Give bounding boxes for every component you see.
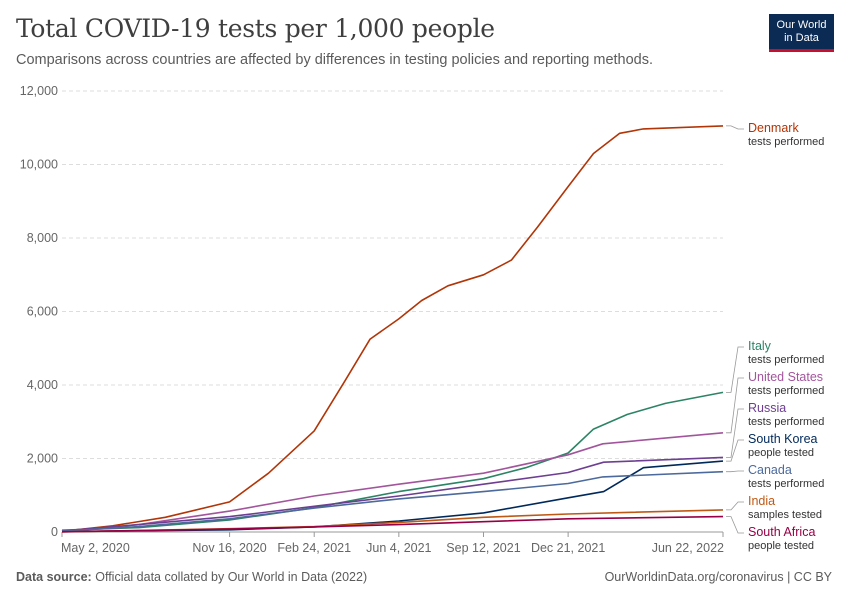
series-unit-label: tests performed bbox=[748, 354, 824, 366]
x-tick-label: Jun 22, 2022 bbox=[652, 541, 724, 555]
chart-subtitle: Comparisons across countries are affecte… bbox=[16, 52, 654, 68]
series-label-connector bbox=[726, 408, 744, 458]
series-label-connector bbox=[726, 501, 744, 511]
series-line bbox=[61, 432, 724, 533]
series-line bbox=[61, 456, 724, 532]
series-label: United States bbox=[748, 370, 823, 384]
data-source-text: Official data collated by Our World in D… bbox=[95, 570, 368, 584]
series-unit-label: tests performed bbox=[748, 136, 824, 148]
y-tick-label: 4,000 bbox=[27, 378, 58, 392]
series-label-connector bbox=[726, 470, 744, 473]
series-unit-label: people tested bbox=[748, 540, 814, 552]
y-tick-label: 12,000 bbox=[20, 84, 58, 98]
series-unit-label: tests performed bbox=[748, 385, 824, 397]
series-label: Italy bbox=[748, 339, 772, 353]
series-line bbox=[61, 125, 724, 533]
chart-title: Total COVID-19 tests per 1,000 people bbox=[16, 14, 495, 43]
x-tick-label: May 2, 2020 bbox=[61, 541, 130, 555]
series-label-connector bbox=[726, 377, 744, 434]
series-unit-label: people tested bbox=[748, 447, 814, 459]
series-unit-label: tests performed bbox=[748, 416, 824, 428]
series-line bbox=[61, 515, 724, 533]
license-link[interactable]: | CC BY bbox=[787, 570, 832, 584]
y-tick-label: 8,000 bbox=[27, 231, 58, 245]
x-tick-label: Jun 4, 2021 bbox=[366, 541, 431, 555]
data-source-label: Data source: bbox=[16, 570, 92, 584]
series-unit-label: tests performed bbox=[748, 478, 824, 490]
series-line bbox=[61, 470, 724, 533]
series-label-connector bbox=[726, 125, 744, 130]
series-label: South Africa bbox=[748, 525, 815, 539]
series-label: Canada bbox=[748, 463, 792, 477]
series-label-connector bbox=[726, 439, 744, 462]
series-line bbox=[61, 391, 724, 531]
series-label: India bbox=[748, 494, 775, 508]
x-tick-label: Feb 24, 2021 bbox=[277, 541, 351, 555]
x-tick-label: Dec 21, 2021 bbox=[531, 541, 605, 555]
series-label-connector bbox=[726, 516, 744, 534]
y-tick-label: 6,000 bbox=[27, 305, 58, 319]
series-label: South Korea bbox=[748, 432, 818, 446]
logo-line-2: in Data bbox=[784, 31, 819, 44]
y-tick-label: 2,000 bbox=[27, 452, 58, 466]
coronavirus-link[interactable]: OurWorldinData.org/coronavirus bbox=[604, 570, 784, 584]
y-tick-label: 10,000 bbox=[20, 158, 58, 172]
x-tick-label: Sep 12, 2021 bbox=[446, 541, 520, 555]
series-label: Denmark bbox=[748, 121, 799, 135]
series-label: Russia bbox=[748, 401, 786, 415]
series-unit-label: samples tested bbox=[748, 509, 822, 521]
owid-logo[interactable]: Our World in Data bbox=[769, 14, 834, 52]
x-tick-label: Nov 16, 2020 bbox=[192, 541, 266, 555]
footer-links: OurWorldinData.org/coronavirus | CC BY bbox=[605, 570, 832, 584]
logo-line-1: Our World bbox=[776, 18, 827, 31]
series-label-connector bbox=[726, 346, 744, 393]
y-tick-label: 0 bbox=[51, 525, 58, 539]
data-source: Data source: Official data collated by O… bbox=[16, 570, 367, 584]
